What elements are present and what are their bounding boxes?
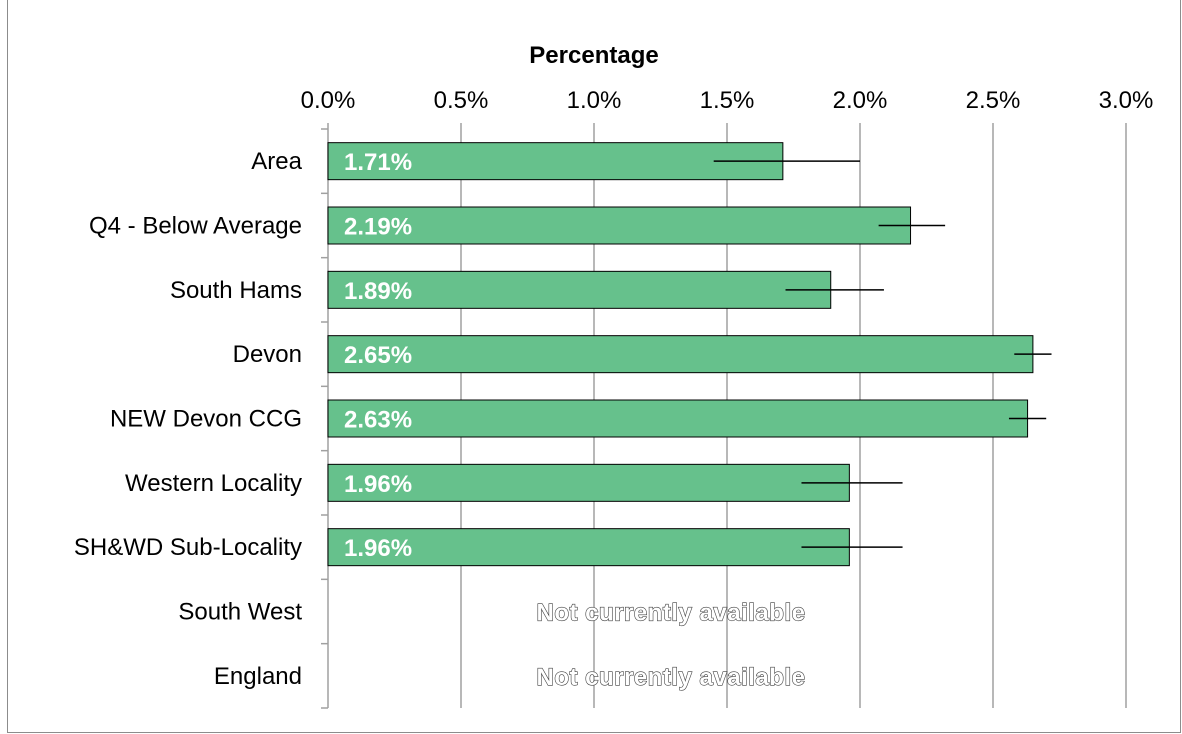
error-bars xyxy=(713,160,1052,548)
x-axis-tick-labels: 0.0% 0.5% 1.0% 1.5% 2.0% 2.5% 3.0% xyxy=(301,87,1154,114)
category-label: Q4 - Below Average xyxy=(89,213,302,240)
bar xyxy=(327,399,1029,438)
x-tick-label: 3.0% xyxy=(1099,87,1154,114)
category-label: South West xyxy=(178,599,302,626)
x-tick-label: 1.5% xyxy=(700,87,755,114)
data-label: 1.96% xyxy=(344,535,412,562)
x-tick-label: 0.0% xyxy=(301,87,356,114)
category-label: NEW Devon CCG xyxy=(110,406,302,433)
bar xyxy=(327,335,1034,374)
x-tick-label: 2.5% xyxy=(966,87,1021,114)
not-available-label: Not currently available xyxy=(537,600,806,627)
bar xyxy=(327,142,784,181)
data-label: 1.96% xyxy=(344,471,412,498)
data-label: 1.89% xyxy=(344,278,412,305)
x-tick-label: 2.0% xyxy=(833,87,888,114)
bar xyxy=(327,206,912,245)
category-label: England xyxy=(214,663,302,690)
category-labels: Area Q4 - Below Average South Hams Devon NEW… xyxy=(74,148,303,690)
category-label: Devon xyxy=(233,341,302,368)
data-label: 2.63% xyxy=(344,407,412,434)
x-tick-label: 1.0% xyxy=(567,87,622,114)
data-label: 2.65% xyxy=(344,342,412,369)
category-label: SH&WD Sub-Locality xyxy=(74,534,302,561)
data-label: 1.71% xyxy=(344,149,412,176)
category-label: South Hams xyxy=(170,277,302,304)
data-label: 2.19% xyxy=(344,214,412,241)
category-label: Western Locality xyxy=(125,470,302,497)
bar xyxy=(327,528,850,567)
x-tick-label: 0.5% xyxy=(434,87,489,114)
bars xyxy=(327,142,1034,567)
y-axis xyxy=(321,128,329,709)
bar xyxy=(327,463,850,502)
x-axis-title: Percentage xyxy=(529,42,658,69)
not-available-label: Not currently available xyxy=(537,664,806,691)
bar xyxy=(327,270,832,309)
category-label: Area xyxy=(251,148,302,175)
data-labels: 1.71% 2.19% 1.89% 2.65% 2.63% 1.96% 1.96% Not c… xyxy=(344,149,806,691)
